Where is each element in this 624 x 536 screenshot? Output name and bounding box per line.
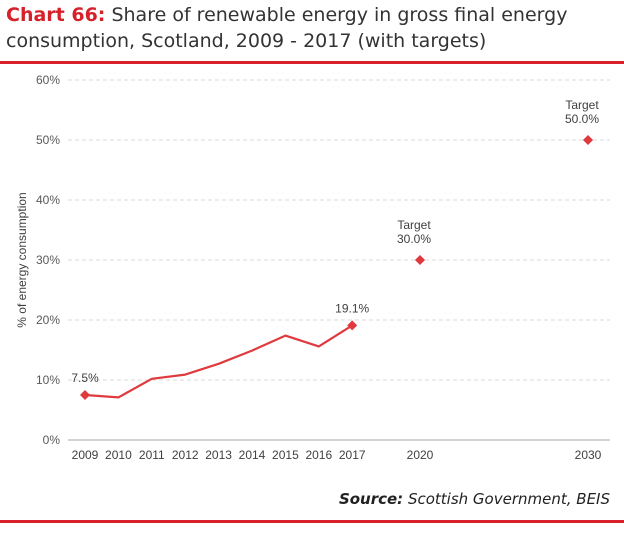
bottom-divider — [0, 520, 624, 523]
y-tick-label: 10% — [36, 373, 60, 387]
target-value-label: 50.0% — [565, 112, 599, 126]
data-point-marker — [80, 390, 90, 400]
target-marker — [415, 255, 425, 265]
x-tick-label: 2009 — [72, 448, 99, 462]
x-tick-label: 2012 — [172, 448, 199, 462]
top-divider — [0, 61, 624, 64]
y-tick-label: 60% — [36, 73, 60, 87]
y-tick-label: 50% — [36, 133, 60, 147]
chart-title: Chart 66: Share of renewable energy in g… — [6, 2, 618, 54]
source-text: Scottish Government, BEIS — [407, 490, 610, 508]
x-tick-label: 2014 — [239, 448, 266, 462]
x-tick-label: 2015 — [272, 448, 299, 462]
x-tick-label: 2017 — [339, 448, 366, 462]
source-note: Source: Scottish Government, BEIS — [339, 490, 610, 508]
x-tick-label: 2020 — [407, 448, 434, 462]
chart-number-label: Chart 66: — [6, 4, 106, 26]
x-tick-label: 2010 — [105, 448, 132, 462]
chart-title-text: Share of renewable energy in gross final… — [6, 4, 568, 52]
x-tick-label: 2030 — [575, 448, 602, 462]
y-tick-label: 20% — [36, 313, 60, 327]
x-tick-label: 2016 — [305, 448, 332, 462]
x-tick-label: 2011 — [139, 448, 165, 462]
y-axis-title: % of energy consumption — [15, 192, 29, 327]
target-label: Target — [397, 218, 431, 232]
y-tick-label: 40% — [36, 193, 60, 207]
target-value-label: 30.0% — [397, 232, 431, 246]
data-label: 19.1% — [335, 301, 369, 315]
data-point-marker — [347, 320, 358, 331]
source-label: Source: — [338, 490, 404, 508]
data-label: 7.5% — [71, 371, 99, 385]
y-tick-label: 0% — [43, 433, 61, 447]
y-tick-label: 30% — [36, 253, 60, 267]
series-line — [84, 324, 353, 399]
target-marker — [583, 135, 593, 145]
x-tick-label: 2013 — [205, 448, 232, 462]
chart-area: 0% 10% 20% 30% 40% 50% 60% 2009 2010 2011 2012 2013… — [15, 73, 610, 462]
target-label: Target — [565, 98, 599, 112]
